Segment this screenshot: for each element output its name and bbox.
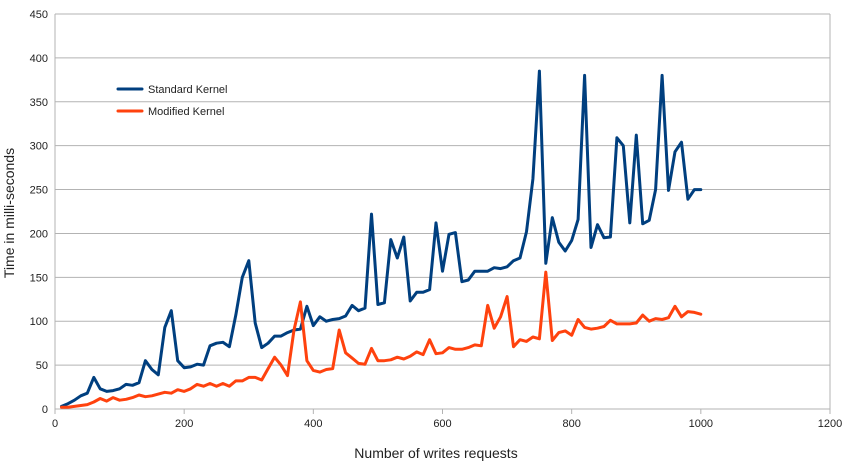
x-tick-label-200: 200 — [175, 418, 193, 430]
x-tick-labels: 0 200 400 600 800 1000 1200 — [52, 418, 842, 430]
y-tick-label-400: 400 — [30, 53, 48, 65]
grid-lines — [54, 13, 831, 414]
y-tick-label-350: 350 — [30, 97, 48, 109]
y-tick-label-300: 300 — [30, 141, 48, 153]
legend: Standard Kernel Modified Kernel — [116, 84, 228, 118]
series-lines — [60, 69, 703, 409]
y-tick-label-0: 0 — [42, 404, 48, 416]
x-tick-label-1200: 1200 — [818, 418, 842, 430]
x-tick-label-800: 800 — [562, 418, 580, 430]
y-tick-labels: 0 50 100 150 200 250 300 350 400 450 — [30, 9, 48, 416]
x-tick-label-600: 600 — [433, 418, 451, 430]
y-axis-title: Time in milli-seconds — [1, 148, 17, 278]
x-tick-label-1000: 1000 — [689, 418, 713, 430]
y-tick-label-150: 150 — [30, 272, 48, 284]
series-line-2 — [60, 270, 703, 409]
y-tick-label-250: 250 — [30, 185, 48, 197]
y-tick-label-450: 450 — [30, 9, 48, 21]
x-tick-label-400: 400 — [304, 418, 322, 430]
y-tick-label-50: 50 — [36, 360, 48, 372]
legend-label-1: Standard Kernel — [148, 84, 228, 96]
x-axis-title: Number of writes requests — [354, 445, 517, 461]
x-tick-label-0: 0 — [52, 418, 58, 430]
legend-label-2: Modified Kernel — [148, 106, 224, 118]
series-line-1 — [60, 69, 703, 408]
y-tick-label-100: 100 — [30, 316, 48, 328]
y-tick-label-200: 200 — [30, 228, 48, 240]
